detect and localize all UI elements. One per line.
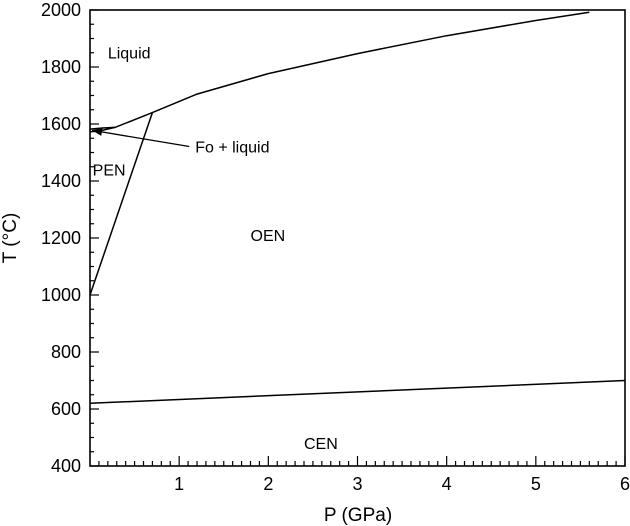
x-tick-label: 6 bbox=[620, 474, 630, 494]
liquid-label: Liquid bbox=[108, 45, 151, 62]
y-tick-label: 2000 bbox=[41, 0, 81, 20]
x-tick-label: 2 bbox=[263, 474, 273, 494]
y-tick-label: 1400 bbox=[41, 171, 81, 191]
y-tick-label: 1000 bbox=[41, 285, 81, 305]
pen-oen-boundary-curve bbox=[89, 112, 154, 296]
y-tick-label: 800 bbox=[51, 342, 81, 362]
x-axis-title: P (GPa) bbox=[324, 505, 392, 526]
liquidus-curve bbox=[114, 11, 590, 129]
y-tick-label: 600 bbox=[51, 399, 81, 419]
phase-boundaries bbox=[89, 11, 626, 405]
fo-liquid-arrow-line bbox=[91, 129, 190, 148]
fo-liquid-label: Fo + liquid bbox=[195, 140, 269, 157]
y-tick-label: 1200 bbox=[41, 228, 81, 248]
x-tick-label: 1 bbox=[174, 474, 184, 494]
oen-cen-boundary-curve bbox=[89, 379, 626, 405]
x-tick-label: 4 bbox=[442, 474, 452, 494]
fo-liquid-arrowhead bbox=[92, 127, 103, 136]
y-tick-label: 1600 bbox=[41, 114, 81, 134]
plot-frame bbox=[89, 9, 626, 467]
y-tick-label: 400 bbox=[51, 456, 81, 476]
tick-labels: 1 2 3 4 5 6 400 600 800 1000 1200 1400 1600 1800 2000 bbox=[41, 0, 630, 494]
oen-label: OEN bbox=[251, 228, 286, 245]
x-tick-label: 5 bbox=[531, 474, 541, 494]
y-tick-label: 1800 bbox=[41, 57, 81, 77]
region-labels: Liquid PEN OEN CEN Fo + liquid bbox=[91, 45, 338, 453]
pen-label: PEN bbox=[93, 162, 126, 179]
cen-label: CEN bbox=[304, 436, 338, 453]
major-ticks bbox=[90, 9, 626, 467]
y-axis-title: T (°C) bbox=[0, 213, 21, 264]
x-tick-label: 3 bbox=[352, 474, 362, 494]
